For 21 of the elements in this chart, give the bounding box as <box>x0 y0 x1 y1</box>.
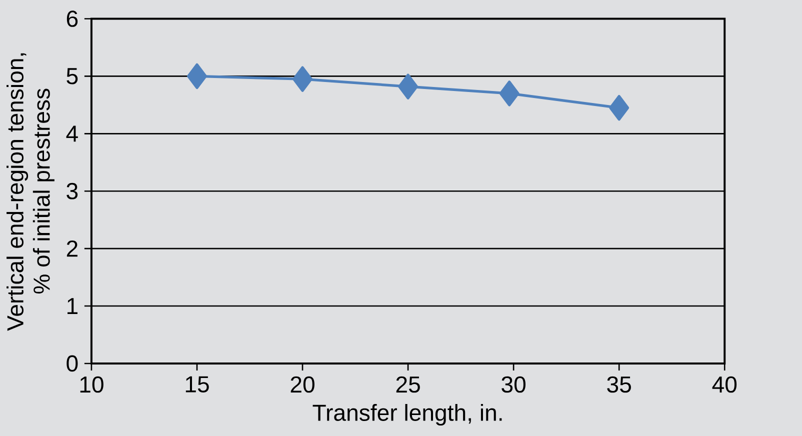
y-tick-label: 1 <box>68 298 78 314</box>
y-tick-label: 4 <box>66 126 78 142</box>
y-axis-title: Vertical end-region tension, % of initial prestress <box>6 53 54 331</box>
y-tick-label: 3 <box>66 182 78 200</box>
y-tick-label: 0 <box>66 355 78 372</box>
point <box>499 80 520 106</box>
x-tick-label: 25 <box>396 376 420 393</box>
point <box>398 74 418 100</box>
x-tick-label: 30 <box>502 376 526 393</box>
x-tick-label: 15 <box>186 376 209 392</box>
y-tick-label: 5 <box>66 68 78 84</box>
x-tick-label: 35 <box>607 376 631 393</box>
x-tick-label: 10 <box>80 376 104 393</box>
x-tick-label: 20 <box>290 376 314 393</box>
y-tick-label: 2 <box>66 240 78 257</box>
y-tick-label: 6 <box>66 10 78 27</box>
point <box>292 66 312 92</box>
x-tick-label: 40 <box>712 376 737 393</box>
point <box>609 94 630 121</box>
x-axis-title: Transfer length, in. <box>312 404 502 426</box>
point <box>187 63 207 89</box>
